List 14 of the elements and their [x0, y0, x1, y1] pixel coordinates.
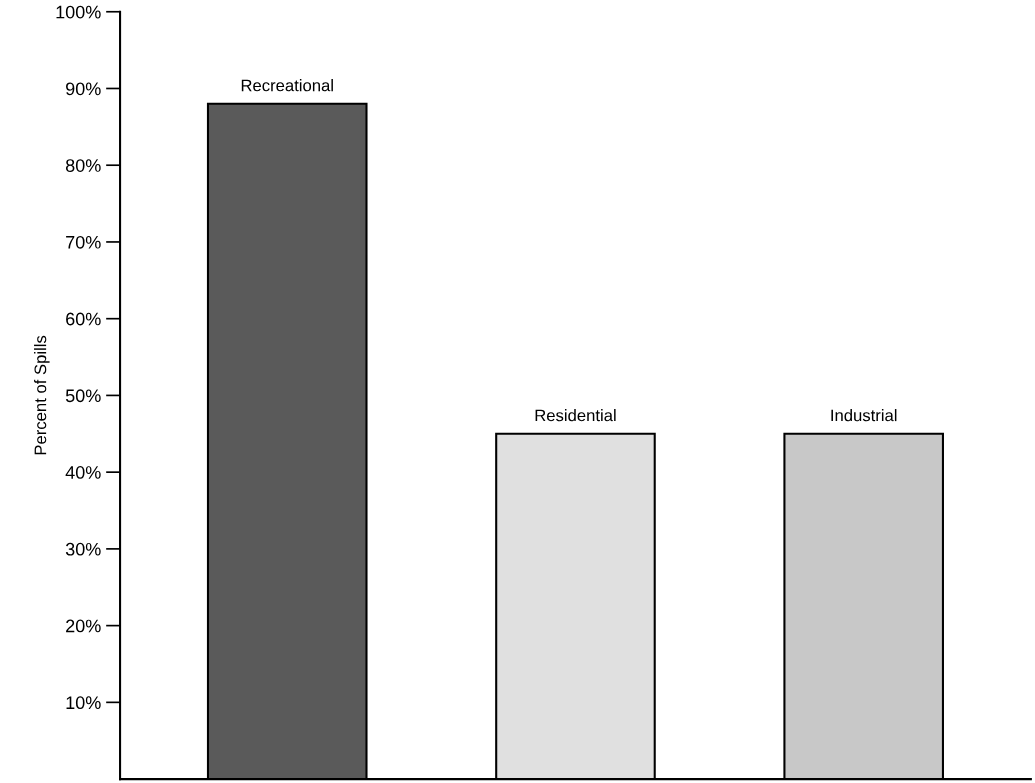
y-tick-label: 10%	[66, 696, 101, 710]
x-tick-label: Industrial	[831, 409, 897, 422]
y-tick-label: 70%	[66, 235, 101, 249]
y-tick-label: 20%	[66, 619, 101, 633]
y-tick-label: 40%	[65, 466, 101, 479]
x-tick-label: Recreational	[241, 79, 333, 92]
y-tick-label: 90%	[66, 82, 101, 96]
y-tick-label: 60%	[66, 312, 101, 326]
y-axis-title: Percent of Spills	[34, 335, 50, 455]
y-tick-label: 80%	[65, 159, 101, 172]
x-tick-label: Residential	[535, 409, 616, 422]
y-tick-label: 30%	[65, 542, 101, 556]
y-tick-label: 50%	[65, 389, 101, 403]
y-tick-label: 100%	[56, 5, 101, 19]
